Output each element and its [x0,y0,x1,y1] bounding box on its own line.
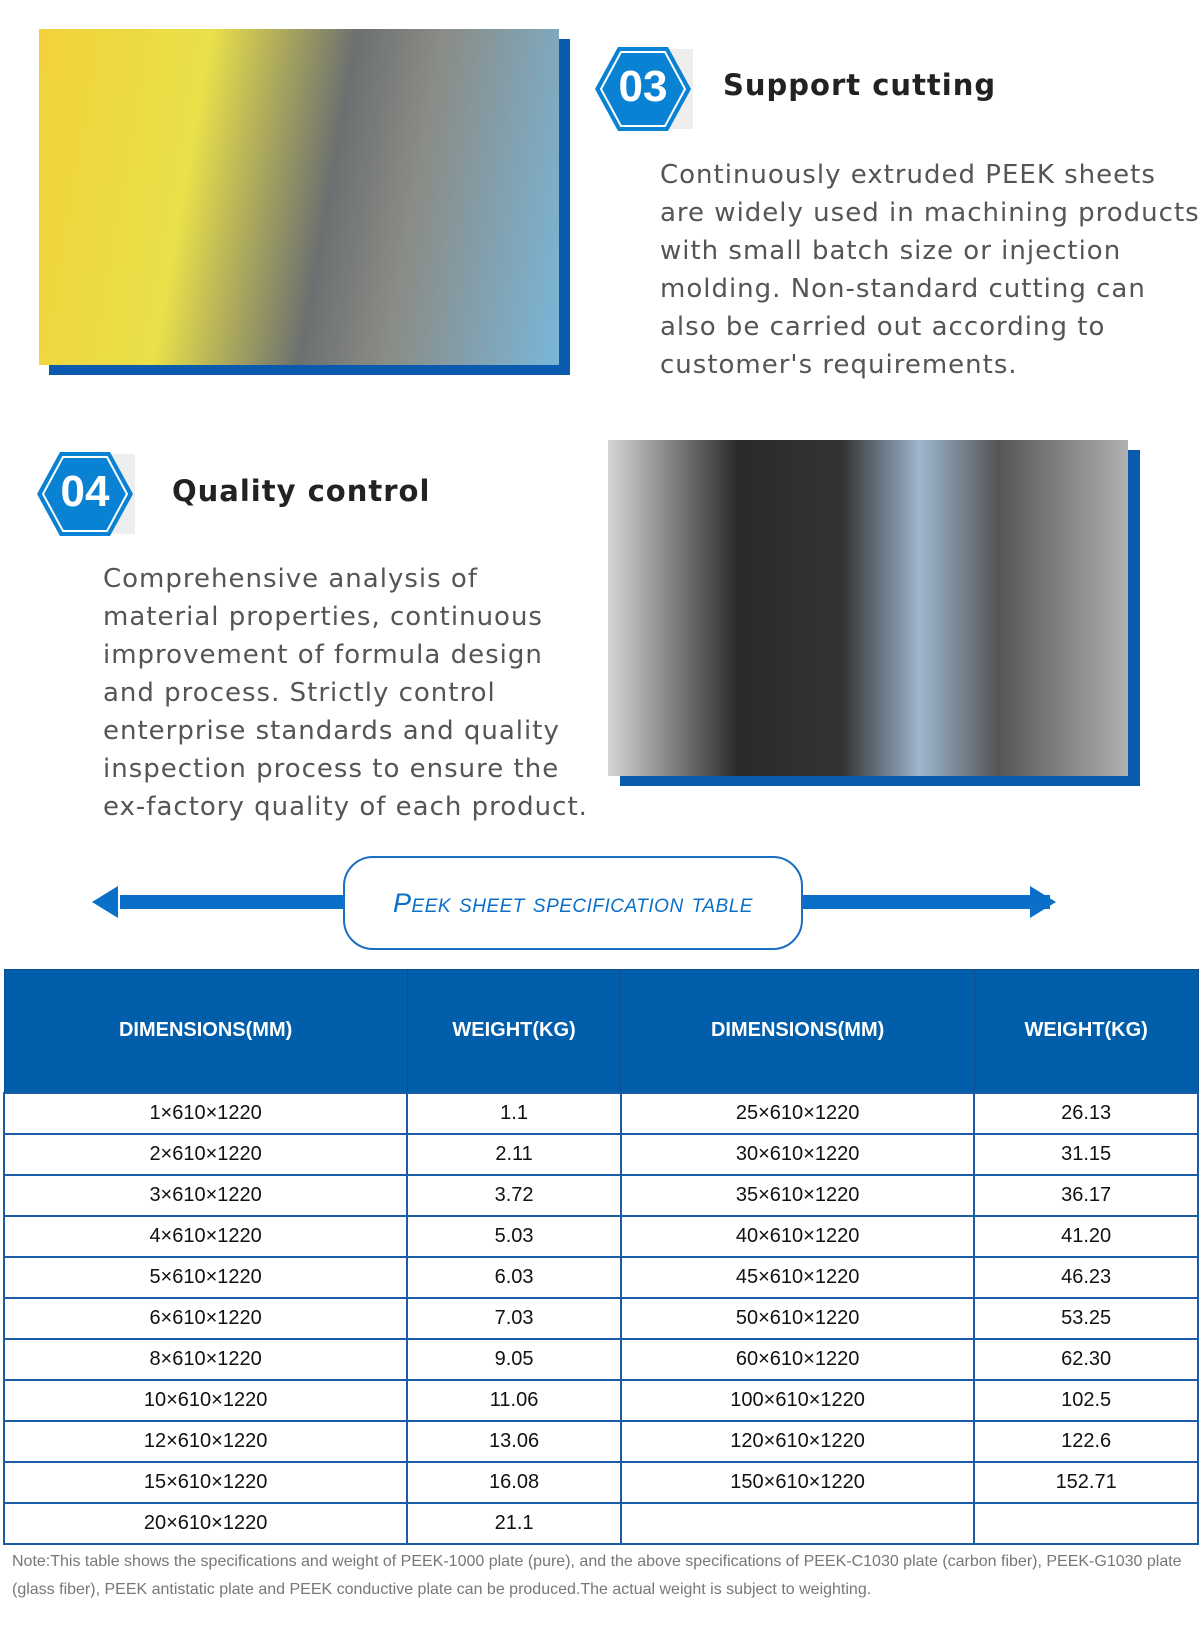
column-header: WEIGHT(KG) [406,969,622,1093]
table-row: 8×610×1220 9.05 60×610×1220 62.30 [2,1337,1199,1381]
table-row: 20×610×1220 21.1 [2,1501,1199,1545]
table-row: 5×610×1220 6.03 45×610×1220 46.23 [2,1255,1199,1299]
table-cell: 10×610×1220 [2,1378,409,1422]
worker-cutting-photo [39,29,559,365]
table-cell: 150×610×1220 [619,1460,976,1504]
table-row: 10×610×1220 11.06 100×610×1220 102.5 [2,1378,1199,1422]
table-cell: 30×610×1220 [619,1132,976,1176]
table-cell [619,1501,976,1545]
table-row: 15×610×1220 16.08 150×610×1220 152.71 [2,1460,1199,1504]
column-header: WEIGHT(KG) [973,969,1199,1093]
table-cell: 50×610×1220 [619,1296,976,1340]
badge-03-icon [595,47,693,131]
table-cell: 3×610×1220 [2,1173,409,1217]
table-cell: 1.1 [406,1091,622,1135]
table-cell: 60×610×1220 [619,1337,976,1381]
section-title: Quality control [172,474,431,508]
table-cell: 120×610×1220 [619,1419,976,1463]
section-number: 04 [60,467,110,516]
table-note: Note:This table shows the specifications… [12,1553,1182,1598]
table-cell: 7.03 [406,1296,622,1340]
badge-04-icon [37,452,135,536]
arrow-right-icon [1030,886,1056,918]
quality-inspection-photo [608,440,1128,776]
table-cell: 122.6 [973,1419,1199,1463]
table-cell: 11.06 [406,1378,622,1422]
table-cell: 152.71 [973,1460,1199,1504]
table-cell: 100×610×1220 [619,1378,976,1422]
table-row: 2×610×1220 2.11 30×610×1220 31.15 [2,1132,1199,1176]
table-row: 6×610×1220 7.03 50×610×1220 53.25 [2,1296,1199,1340]
column-header: DIMENSIONS(MM) [620,969,975,1093]
table-cell: 25×610×1220 [619,1091,976,1135]
table-cell: 9.05 [406,1337,622,1381]
spec-table-banner: Peek sheet specification table [343,856,803,950]
table-cell: 35×610×1220 [619,1173,976,1217]
table-cell: 4×610×1220 [2,1214,409,1258]
table-cell: 31.15 [973,1132,1199,1176]
table-cell: 5.03 [406,1214,622,1258]
table-cell: 1×610×1220 [2,1091,409,1135]
table-cell: 16.08 [406,1460,622,1504]
table-cell: 21.1 [406,1501,622,1545]
table-cell: 5×610×1220 [2,1255,409,1299]
table-cell: 2×610×1220 [2,1132,409,1176]
table-cell: 15×610×1220 [2,1460,409,1504]
table-cell: 2.11 [406,1132,622,1176]
table-cell: 36.17 [973,1173,1199,1217]
table-cell [973,1501,1199,1545]
table-cell: 40×610×1220 [619,1214,976,1258]
table-cell: 45×610×1220 [619,1255,976,1299]
section-text: Comprehensive analysis of material prope… [103,564,588,822]
table-cell: 6×610×1220 [2,1296,409,1340]
table-cell: 26.13 [973,1091,1199,1135]
table-row: 3×610×1220 3.72 35×610×1220 36.17 [2,1173,1199,1217]
section-title: Support cutting [723,68,997,102]
table-row: 12×610×1220 13.06 120×610×1220 122.6 [2,1419,1199,1463]
table-row: 1×610×1220 1.1 25×610×1220 26.13 [2,1091,1199,1135]
table-cell: 6.03 [406,1255,622,1299]
table-cell: 20×610×1220 [2,1501,409,1545]
table-cell: 62.30 [973,1337,1199,1381]
banner-title: Peek sheet specification table [393,887,753,918]
table-cell: 46.23 [973,1255,1199,1299]
table-cell: 53.25 [973,1296,1199,1340]
column-header: DIMENSIONS(MM) [3,969,408,1093]
table-cell: 3.72 [406,1173,622,1217]
table-row: 4×610×1220 5.03 40×610×1220 41.20 [2,1214,1199,1258]
arrow-left-icon [92,886,118,918]
table-cell: 13.06 [406,1419,622,1463]
section-text: Continuously extruded PEEK sheets are wi… [660,160,1200,380]
table-cell: 8×610×1220 [2,1337,409,1381]
table-cell: 12×610×1220 [2,1419,409,1463]
spec-table: DIMENSIONS(MM) WEIGHT(KG) DIMENSIONS(MM) WE… [2,969,1199,1545]
table-cell: 41.20 [973,1214,1199,1258]
table-cell: 102.5 [973,1378,1199,1422]
section-number: 03 [618,62,668,111]
